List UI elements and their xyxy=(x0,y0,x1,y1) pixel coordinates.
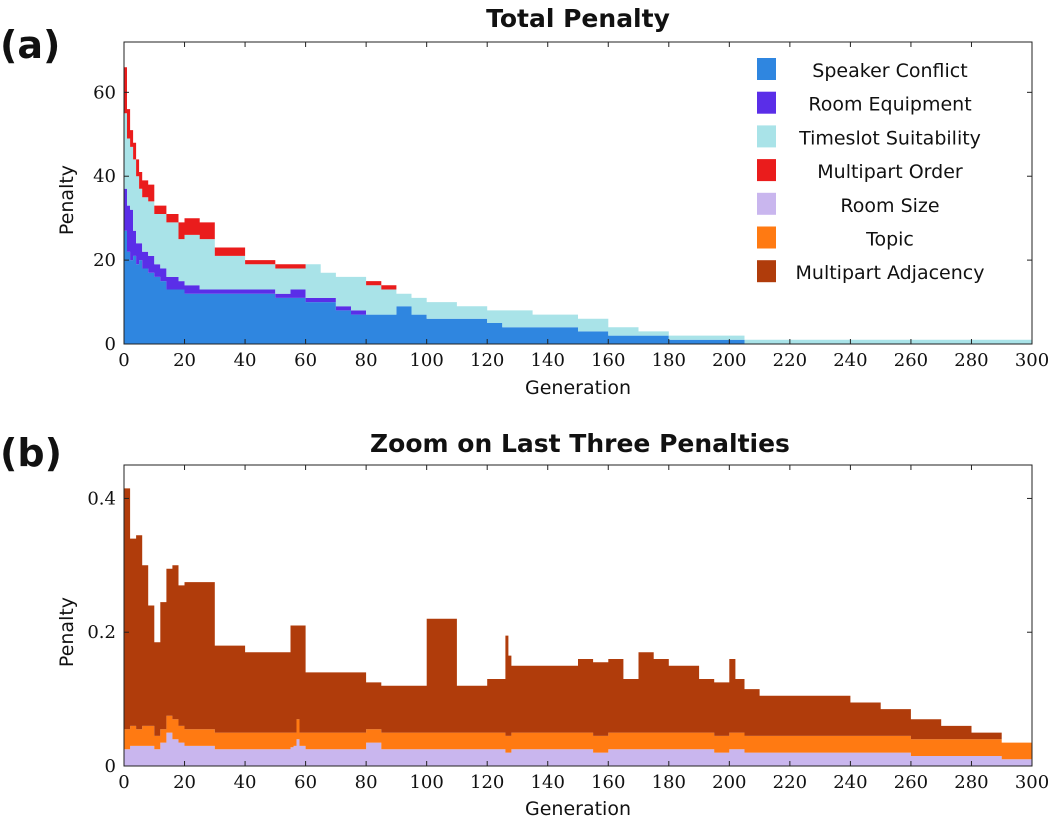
panel-a: (a) Total Penalty 0 20 40 60 80 100 120 140 160 1… xyxy=(0,4,1049,399)
x-tick-label: 160 xyxy=(591,772,625,793)
x-tick-label: 180 xyxy=(652,772,686,793)
legend-label: Room Size xyxy=(840,195,939,217)
series-area-topic xyxy=(124,715,1032,760)
x-tick-label: 140 xyxy=(531,772,565,793)
x-tick-label: 200 xyxy=(712,350,746,371)
plot-frame-b xyxy=(123,464,1033,767)
y-axis-label-b: Penalty xyxy=(56,597,78,667)
ticks-a: 0 20 40 60 80 100 120 140 160 180 200 220 240 260 280 3… xyxy=(93,42,1049,371)
chart-title-b: Zoom on Last Three Penalties xyxy=(370,429,790,458)
x-tick-label: 80 xyxy=(355,350,378,371)
x-tick-label: 300 xyxy=(1015,772,1049,793)
legend-swatch xyxy=(757,159,776,182)
panel-label-a: (a) xyxy=(0,23,60,67)
series-area-speaker-conflict xyxy=(124,230,1032,344)
legend-label: Room Equipment xyxy=(808,94,971,116)
legend-label: Speaker Conflict xyxy=(812,60,967,82)
legend-swatch xyxy=(757,58,776,80)
x-tick-label: 200 xyxy=(712,772,746,793)
panel-label-b: (b) xyxy=(0,431,62,475)
plot-frame-a xyxy=(123,41,1033,345)
x-tick-label: 100 xyxy=(409,772,443,793)
x-tick-label: 120 xyxy=(470,772,504,793)
x-tick-label: 260 xyxy=(894,772,928,793)
series-area-multipart-adjacency xyxy=(124,488,1032,743)
x-axis-label-b: Generation xyxy=(525,798,631,820)
plot-area-b xyxy=(124,488,1032,766)
x-tick-label: 60 xyxy=(294,350,317,371)
x-tick-label: 280 xyxy=(954,350,988,371)
y-tick-label: 20 xyxy=(93,250,116,271)
legend-label: Multipart Adjacency xyxy=(796,262,985,284)
y-axis-label-a: Penalty xyxy=(56,165,78,235)
x-tick-label: 120 xyxy=(470,350,504,371)
panel-b: (b) Zoom on Last Three Penalties 0 20 40 60… xyxy=(0,429,1049,820)
x-tick-label: 180 xyxy=(652,350,686,371)
plot-area-a xyxy=(124,67,1032,344)
x-tick-label: 40 xyxy=(234,772,257,793)
x-tick-label: 0 xyxy=(118,772,129,793)
legend-label: Topic xyxy=(865,229,914,251)
legend-swatch xyxy=(757,192,776,215)
x-axis-label-a: Generation xyxy=(525,377,631,399)
x-tick-label: 60 xyxy=(294,772,317,793)
y-tick-label: 0.2 xyxy=(87,622,116,643)
x-tick-label: 80 xyxy=(355,772,378,793)
y-tick-label: 0 xyxy=(105,756,116,777)
x-tick-label: 100 xyxy=(409,350,443,371)
ticks-b: 0 20 40 60 80 100 120 140 160 180 200 220 240 260 280 3… xyxy=(87,465,1049,793)
x-tick-label: 20 xyxy=(173,772,196,793)
y-tick-label: 40 xyxy=(93,166,116,187)
x-tick-label: 0 xyxy=(118,350,129,371)
x-tick-label: 40 xyxy=(234,350,257,371)
legend: Speaker Conflict Room Equipment Timeslot S… xyxy=(752,50,1024,292)
y-tick-label: 60 xyxy=(93,82,116,103)
x-tick-label: 220 xyxy=(773,772,807,793)
x-tick-label: 20 xyxy=(173,350,196,371)
legend-swatch xyxy=(757,125,776,148)
legend-background xyxy=(752,50,1024,292)
legend-label: Timeslot Suitability xyxy=(798,127,981,149)
legend-swatch xyxy=(757,226,776,249)
series-area-timeslot-suitability xyxy=(124,113,1032,344)
legend-swatch xyxy=(757,91,776,114)
legend-swatch xyxy=(757,260,776,283)
x-tick-label: 280 xyxy=(954,772,988,793)
x-tick-label: 240 xyxy=(833,350,867,371)
x-tick-label: 300 xyxy=(1015,350,1049,371)
x-tick-label: 160 xyxy=(591,350,625,371)
x-tick-label: 220 xyxy=(773,350,807,371)
x-tick-label: 260 xyxy=(894,350,928,371)
legend-label: Multipart Order xyxy=(817,161,963,183)
x-tick-label: 240 xyxy=(833,772,867,793)
y-tick-label: 0.4 xyxy=(87,488,116,509)
chart-title-a: Total Penalty xyxy=(486,4,670,33)
x-tick-label: 140 xyxy=(531,350,565,371)
y-tick-label: 0 xyxy=(105,334,116,355)
